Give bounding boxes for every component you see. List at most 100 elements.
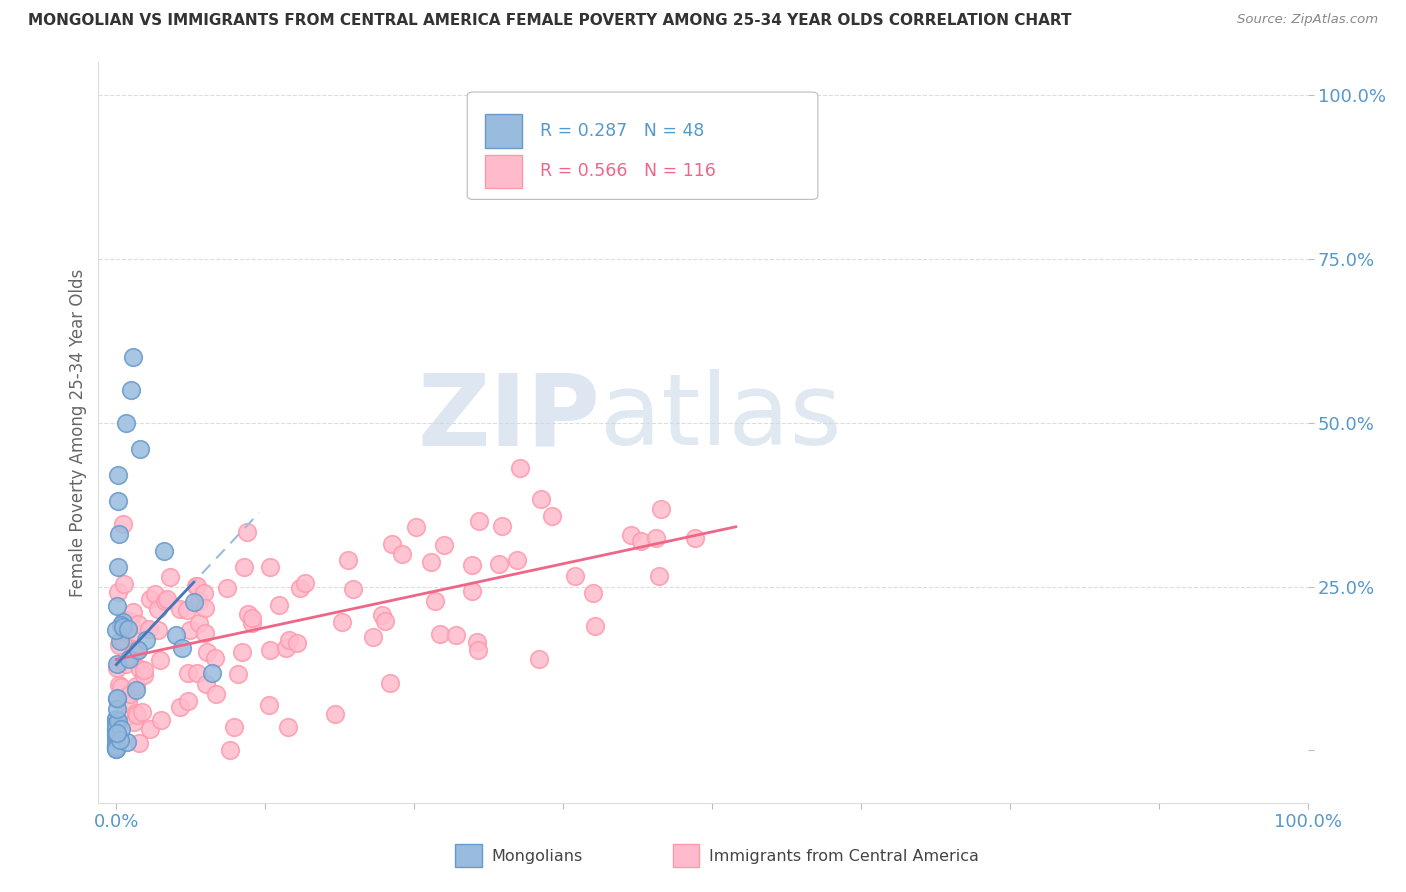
Point: [423, 594, 446, 608]
Point: [110, 680, 132, 694]
Point: [105, 692, 128, 706]
Point: [105, 740, 128, 755]
Point: [107, 494, 129, 508]
Text: Immigrants from Central America: Immigrants from Central America: [709, 848, 979, 863]
Point: [378, 675, 401, 690]
Point: [112, 615, 135, 630]
Point: [107, 638, 129, 652]
Text: MONGOLIAN VS IMMIGRANTS FROM CENTRAL AMERICA FEMALE POVERTY AMONG 25-34 YEAR OLD: MONGOLIAN VS IMMIGRANTS FROM CENTRAL AME…: [28, 13, 1071, 29]
Point: [138, 622, 160, 636]
Point: [429, 626, 451, 640]
Point: [647, 568, 669, 582]
Point: [288, 581, 311, 595]
Point: [107, 584, 129, 599]
Point: [156, 592, 179, 607]
Point: [108, 634, 131, 648]
Point: [105, 717, 128, 731]
Point: [361, 630, 384, 644]
Point: [371, 607, 394, 622]
Point: [146, 623, 169, 637]
Point: [467, 514, 489, 528]
Point: [124, 625, 146, 640]
Point: [381, 536, 404, 550]
Point: [467, 643, 489, 657]
Point: [105, 726, 128, 740]
Point: [645, 531, 668, 545]
Point: [184, 579, 207, 593]
Point: [122, 715, 145, 730]
Point: [105, 657, 128, 671]
Point: [259, 642, 281, 657]
Point: [419, 555, 441, 569]
Bar: [485, 114, 522, 147]
Point: [131, 705, 153, 719]
Point: [153, 544, 176, 558]
Point: [105, 712, 128, 726]
Point: [488, 557, 510, 571]
Point: [135, 633, 157, 648]
Point: [120, 688, 142, 702]
Point: [122, 351, 145, 365]
Point: [323, 706, 346, 721]
Point: [259, 559, 281, 574]
Point: [235, 524, 257, 539]
Y-axis label: Female Poverty Among 25-34 Year Olds: Female Poverty Among 25-34 Year Olds: [69, 268, 87, 597]
Point: [115, 416, 138, 430]
Point: [530, 491, 553, 506]
Point: [169, 602, 191, 616]
Point: [105, 599, 128, 614]
Point: [112, 517, 135, 532]
Point: [374, 614, 396, 628]
Point: [269, 599, 291, 613]
Point: [238, 607, 260, 622]
Point: [165, 628, 187, 642]
Point: [129, 662, 152, 676]
Point: [233, 559, 256, 574]
Point: [194, 601, 217, 615]
Point: [105, 691, 128, 706]
Point: [186, 666, 208, 681]
Point: [153, 594, 176, 608]
Point: [337, 553, 360, 567]
Point: [177, 666, 200, 681]
Point: [193, 585, 215, 599]
Point: [111, 620, 134, 634]
Point: [620, 528, 643, 542]
Point: [132, 668, 155, 682]
Text: Mongolians: Mongolians: [492, 848, 582, 863]
Point: [127, 617, 149, 632]
Point: [177, 694, 200, 708]
Point: [105, 739, 128, 754]
Point: [117, 696, 139, 710]
Point: [124, 706, 146, 720]
Point: [204, 687, 226, 701]
Text: ZIP: ZIP: [418, 369, 600, 467]
Bar: [456, 844, 482, 867]
Point: [114, 657, 136, 671]
Point: [127, 643, 149, 657]
Point: [204, 651, 226, 665]
Point: [107, 678, 129, 692]
Point: [105, 727, 128, 741]
Point: [125, 641, 148, 656]
Point: [139, 591, 162, 606]
Point: [183, 595, 205, 609]
Point: [115, 625, 138, 640]
Point: [105, 623, 128, 637]
Point: [105, 742, 128, 756]
Point: [541, 508, 564, 523]
Text: Source: ZipAtlas.com: Source: ZipAtlas.com: [1237, 13, 1378, 27]
Point: [170, 641, 193, 656]
Point: [219, 743, 242, 757]
Point: [107, 468, 129, 483]
Point: [231, 645, 253, 659]
Point: [105, 738, 128, 752]
Point: [215, 581, 238, 595]
Point: [285, 635, 308, 649]
Point: [277, 719, 299, 733]
Point: [110, 722, 132, 736]
Point: [444, 628, 467, 642]
Point: [200, 666, 222, 681]
Point: [118, 652, 141, 666]
Point: [342, 582, 364, 596]
